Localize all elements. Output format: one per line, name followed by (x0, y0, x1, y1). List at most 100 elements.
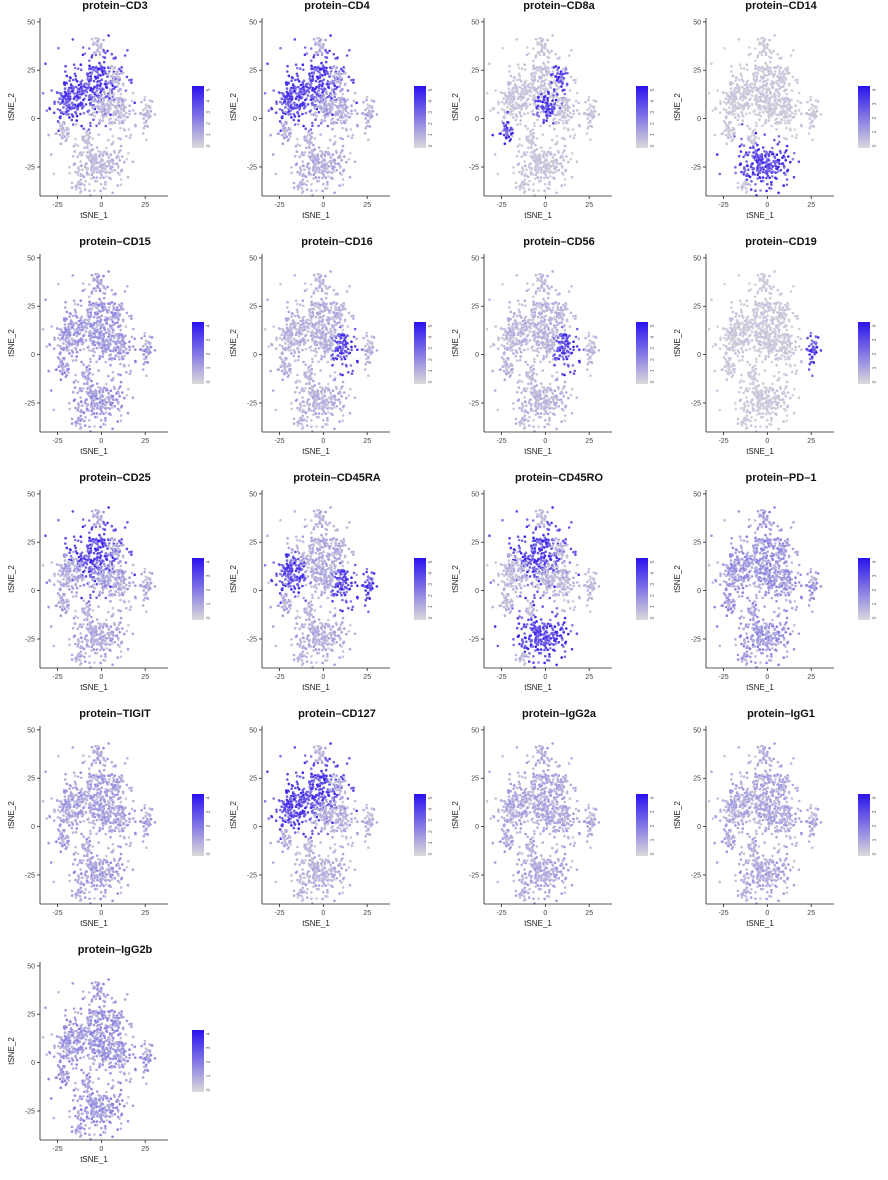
cell-point (535, 68, 539, 72)
cell-point (110, 288, 114, 292)
cell-point (297, 98, 301, 102)
cell-point (70, 186, 74, 189)
cell-point (775, 79, 778, 83)
cell-point (98, 357, 101, 360)
cell-point (538, 99, 542, 103)
cell-point (757, 113, 761, 117)
cell-point (72, 63, 76, 66)
cell-point (324, 99, 328, 102)
cell-point (295, 92, 298, 95)
cell-point (266, 62, 269, 65)
cell-point (544, 42, 547, 46)
cell-point (800, 112, 803, 115)
cell-point (92, 51, 96, 54)
cell-point (87, 98, 91, 102)
cell-point (62, 81, 66, 84)
cell-point (593, 110, 597, 113)
cell-point (571, 151, 574, 155)
cell-point (313, 106, 316, 109)
cell-point (321, 95, 324, 99)
cell-point (783, 72, 787, 76)
cell-point (126, 115, 130, 119)
cell-point (68, 166, 71, 169)
cell-point (520, 67, 524, 70)
cell-point (558, 118, 562, 121)
cell-point (323, 114, 326, 117)
cell-point (88, 349, 91, 352)
cell-point (274, 111, 278, 114)
cell-point (320, 44, 324, 48)
cell-point (121, 121, 125, 125)
cell-point (96, 331, 100, 334)
cell-point (146, 360, 149, 364)
cell-point (767, 116, 771, 120)
cell-point (70, 118, 74, 122)
cell-point (549, 165, 552, 168)
cell-point (755, 159, 758, 163)
cell-point (68, 407, 71, 411)
cell-point (316, 53, 320, 57)
cell-point (122, 339, 125, 343)
cell-point (58, 369, 62, 373)
x-tick-label: 25 (807, 202, 815, 209)
cell-point (307, 171, 311, 174)
y-axis-label: tSNE_2 (7, 93, 16, 121)
cell-point (118, 122, 121, 125)
cell-point (341, 72, 345, 75)
cell-point (108, 105, 112, 109)
cell-point (776, 82, 780, 85)
cell-point (77, 319, 81, 323)
cell-point (97, 369, 100, 372)
cell-point (535, 171, 539, 174)
cell-point (103, 164, 106, 168)
cell-point (743, 83, 747, 87)
cell-point (104, 416, 107, 420)
cell-point (319, 67, 323, 71)
cell-point (794, 136, 798, 139)
cell-point (811, 138, 814, 141)
cell-point (753, 98, 757, 102)
cell-point (96, 168, 99, 171)
cell-point (757, 68, 761, 72)
cell-point (515, 89, 518, 93)
cell-point (326, 70, 329, 74)
cell-point (719, 102, 722, 106)
cell-point (69, 343, 73, 347)
cell-point (101, 306, 104, 310)
cell-point (98, 118, 102, 122)
cell-point (748, 151, 751, 154)
cell-point (118, 395, 121, 398)
plot-title: protein–CD8a (523, 0, 595, 12)
cell-point (119, 183, 123, 187)
cell-point (784, 77, 788, 80)
cell-point (283, 136, 286, 140)
cell-point (536, 165, 539, 168)
cell-point (778, 68, 781, 71)
cell-point (754, 101, 758, 105)
cell-point (107, 162, 111, 165)
cell-point (61, 100, 65, 103)
cell-point (516, 63, 520, 66)
cell-point (103, 163, 106, 166)
cell-point (730, 70, 733, 73)
cell-point (808, 126, 812, 130)
cell-point (100, 324, 104, 328)
cell-point (133, 101, 136, 105)
cell-point (73, 92, 76, 95)
cell-point (93, 278, 97, 281)
cell-point (571, 128, 575, 131)
cell-point (105, 170, 109, 173)
cell-point (519, 114, 523, 118)
cell-point (769, 164, 772, 168)
cell-point (753, 128, 757, 131)
cell-point (764, 61, 767, 65)
cell-point (80, 106, 84, 110)
cell-point (79, 101, 83, 104)
cell-point (549, 85, 552, 89)
colorbar-tick-label: 3 (650, 111, 656, 114)
cell-point (751, 162, 754, 165)
cell-point (759, 85, 762, 89)
cell-point (547, 66, 550, 70)
cell-point (517, 103, 521, 107)
cell-point (117, 372, 120, 376)
